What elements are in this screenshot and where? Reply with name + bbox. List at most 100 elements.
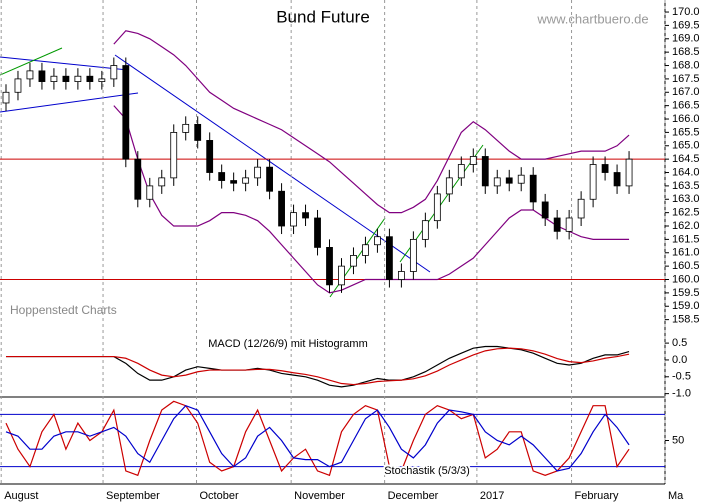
band-upper — [113, 30, 630, 214]
candle-body — [421, 220, 429, 240]
candle-body — [565, 217, 573, 232]
x-tick-label: Ma — [668, 490, 684, 502]
y-tick-label: 50 — [672, 434, 684, 446]
x-tick-label: September — [106, 490, 160, 502]
indicator-line — [5, 404, 630, 472]
y-tick-label: 162.5 — [672, 207, 700, 219]
candle-body — [254, 166, 262, 179]
candle-body — [397, 271, 405, 280]
candle-body — [541, 201, 549, 219]
y-tick-label: 159.0 — [672, 300, 700, 312]
trend-line — [0, 92, 139, 113]
x-tick-label: October — [200, 490, 239, 502]
y-tick-label: 163.0 — [672, 193, 700, 205]
y-tick-label: 170.0 — [672, 6, 700, 18]
y-tick-label: -1.0 — [672, 388, 691, 400]
candle-body — [50, 75, 58, 82]
candle-body — [266, 166, 273, 192]
y-tick-label: 163.5 — [672, 180, 700, 192]
candle-body — [182, 123, 190, 133]
candle-body — [170, 131, 178, 179]
y-tick-label: 165.0 — [672, 140, 700, 152]
trend-line — [0, 56, 129, 71]
candle-body — [433, 193, 441, 222]
y-tick-label: 169.0 — [672, 33, 700, 45]
candle-body — [577, 198, 585, 219]
chart-title: Bund Future — [276, 7, 370, 26]
x-tick-label: December — [388, 490, 439, 502]
x-tick-label: 2017 — [480, 490, 504, 502]
candle-body — [2, 91, 10, 104]
candle-body — [134, 158, 142, 200]
candle-body — [469, 156, 477, 165]
y-tick-label: 168.0 — [672, 59, 700, 71]
trend-line — [0, 47, 63, 76]
candle-body — [350, 255, 357, 267]
y-tick-label: 167.0 — [672, 86, 700, 98]
y-tick-label: 0.0 — [672, 354, 687, 366]
y-tick-label: 158.5 — [672, 314, 700, 326]
candle-body — [146, 185, 154, 200]
y-tick-label: 161.0 — [672, 247, 700, 259]
candle-body — [74, 75, 82, 82]
y-tick-label: 160.0 — [672, 273, 700, 285]
panel-label: MACD (12/26/9) mit Histogramm — [208, 338, 368, 350]
candle-body — [242, 177, 250, 184]
candle-body — [386, 236, 393, 280]
candle-body — [493, 177, 501, 187]
candle-body — [110, 65, 118, 80]
candle-body — [589, 164, 597, 200]
y-tick-label: 164.0 — [672, 166, 700, 178]
x-tick-label: August — [4, 490, 38, 502]
x-tick-label: February — [575, 490, 620, 502]
candle-body — [26, 70, 34, 80]
y-tick-label: 168.5 — [672, 46, 700, 58]
candle-body — [553, 217, 561, 232]
y-tick-label: 166.0 — [672, 113, 700, 125]
x-tick-label: November — [294, 490, 345, 502]
candle-body — [338, 265, 345, 286]
candle-body — [302, 212, 309, 219]
candle-body — [374, 236, 381, 246]
candle-body — [505, 177, 513, 184]
candle-body — [409, 238, 417, 272]
y-tick-label: 169.5 — [672, 19, 700, 31]
source: www.chartbuero.de — [536, 11, 648, 26]
candle-body — [601, 164, 609, 173]
candle-body — [98, 78, 106, 82]
candle-body — [362, 244, 369, 256]
candle-body — [457, 164, 465, 179]
candle-body — [445, 177, 453, 195]
candle-body — [625, 158, 633, 187]
panel-label: Stochastik (5/3/3) — [384, 465, 470, 477]
candle-body — [122, 65, 130, 160]
y-tick-label: 159.5 — [672, 287, 700, 299]
candle-body — [230, 180, 238, 184]
y-tick-label: 0.5 — [672, 337, 687, 349]
candle-body — [62, 75, 70, 82]
y-tick-label: -0.5 — [672, 371, 691, 383]
candle-body — [613, 172, 621, 187]
candle-body — [206, 140, 214, 173]
y-tick-label: 165.5 — [672, 126, 700, 138]
y-tick-label: 167.5 — [672, 73, 700, 85]
candle-body — [218, 172, 226, 181]
candle-body — [517, 174, 525, 184]
indicator-line — [5, 347, 630, 386]
candle-body — [194, 123, 202, 141]
candle-body — [158, 177, 166, 187]
y-tick-label: 164.5 — [672, 153, 700, 165]
candle-body — [38, 70, 46, 82]
note: Hoppenstedt Charts — [10, 303, 117, 317]
candle-body — [529, 174, 537, 203]
y-tick-label: 161.5 — [672, 233, 700, 245]
candle-body — [14, 78, 22, 93]
y-tick-label: 160.5 — [672, 260, 700, 272]
candle-body — [481, 156, 489, 187]
indicator-line — [5, 400, 630, 477]
candle-body — [326, 247, 333, 286]
candle-body — [278, 190, 285, 227]
candle-body — [290, 212, 297, 227]
y-tick-label: 162.0 — [672, 220, 700, 232]
